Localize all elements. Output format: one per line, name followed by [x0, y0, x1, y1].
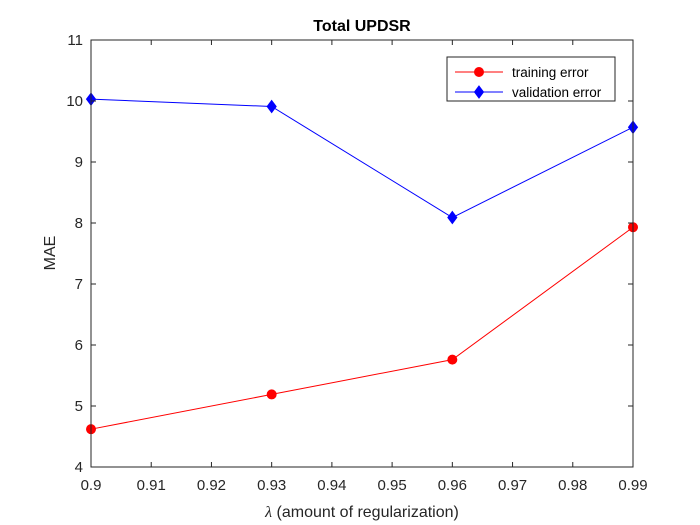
- series-training-error: [86, 222, 638, 435]
- series-layer: [85, 92, 639, 435]
- legend-label-training-error: training error: [512, 65, 589, 80]
- y-tick-label: 11: [67, 32, 83, 49]
- x-tick-label: 0.91: [137, 477, 166, 494]
- x-tick-label: 0.93: [257, 477, 286, 494]
- lambda-symbol: λ: [264, 504, 272, 521]
- validation-error-point: [266, 99, 277, 114]
- axes-box: [90, 39, 634, 468]
- x-axis-label: λ (amount of regularization): [264, 504, 459, 521]
- x-tick-label: 0.97: [498, 477, 527, 494]
- x-tick-label: 0.92: [197, 477, 226, 494]
- validation-error-line: [90, 98, 634, 219]
- y-tick-label: 10: [66, 93, 83, 110]
- x-tick-label: 0.95: [378, 477, 407, 494]
- y-tick-label: 5: [75, 398, 83, 415]
- x-axis-ticks: 0.9 0.91 0.92 0.93 0.94 0.95 0.96 0.97 0.98 0.99: [81, 40, 648, 494]
- y-axis-label: MAE: [42, 236, 59, 271]
- y-tick-label: 6: [75, 337, 83, 354]
- training-error-point: [266, 389, 277, 400]
- plot-area: [91, 40, 633, 467]
- y-axis-ticks: 4 5 6 7 8 9 10 11: [66, 32, 633, 476]
- series-validation-error: [85, 92, 639, 225]
- x-tick-label: 0.94: [317, 477, 346, 494]
- x-tick-label: 0.96: [438, 477, 467, 494]
- y-tick-label: 4: [75, 459, 83, 476]
- legend-label-validation-error: validation error: [512, 85, 602, 100]
- validation-error-point: [447, 210, 458, 225]
- x-tick-label: 0.99: [618, 477, 647, 494]
- x-axis-label-text: (amount of regularization): [272, 504, 459, 521]
- legend-marker-validation-error: [473, 85, 485, 99]
- y-tick-label: 7: [75, 276, 83, 293]
- legend-box: [446, 56, 616, 102]
- chart-title: Total UPDSR: [313, 18, 411, 35]
- x-tick-label: 0.9: [81, 477, 102, 494]
- training-error-point: [447, 354, 458, 365]
- y-tick-label: 8: [75, 215, 83, 232]
- x-tick-label: 0.98: [558, 477, 587, 494]
- training-error-line: [90, 226, 634, 430]
- legend: training error validation error: [446, 56, 616, 102]
- y-tick-label: 9: [75, 154, 83, 171]
- legend-marker-training-error: [474, 67, 484, 77]
